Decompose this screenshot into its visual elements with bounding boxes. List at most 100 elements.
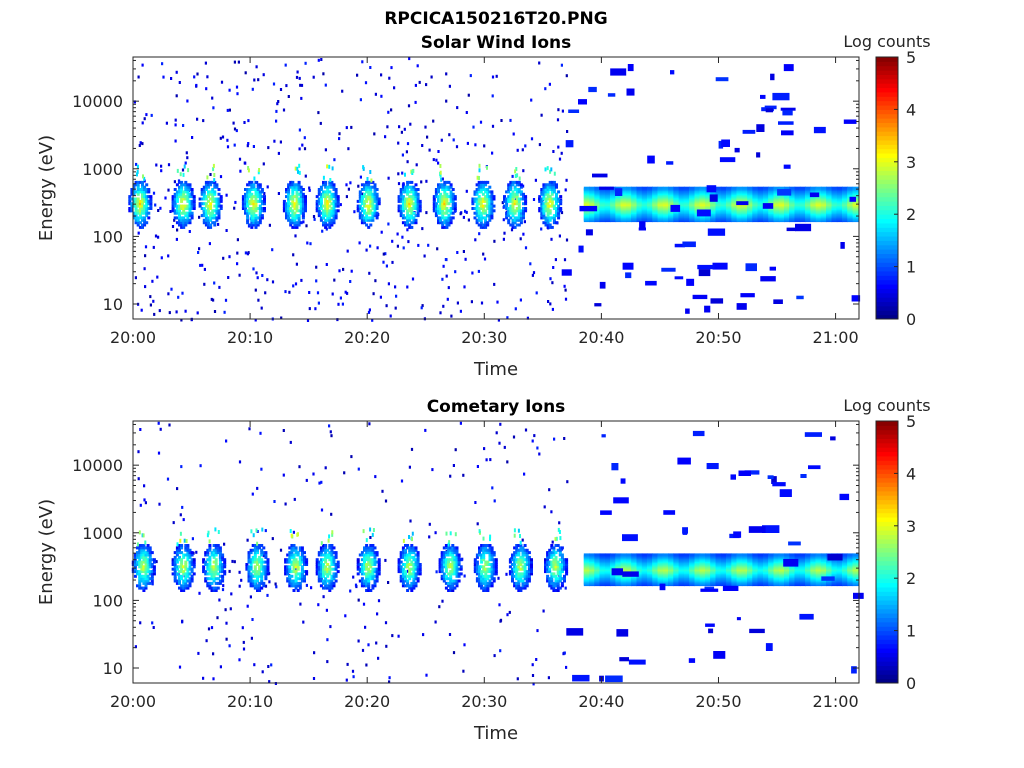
heatmap-cell bbox=[410, 216, 414, 220]
heatmap-cell bbox=[522, 232, 525, 236]
heatmap-cell bbox=[344, 614, 347, 618]
heatmap-cell bbox=[250, 202, 254, 206]
heatmap-cell bbox=[204, 185, 208, 189]
heatmap-cell bbox=[180, 560, 184, 564]
heatmap-cell bbox=[363, 563, 366, 566]
heatmap-cell bbox=[367, 192, 371, 196]
heatmap-cell bbox=[204, 563, 208, 566]
heatmap-cell bbox=[144, 553, 148, 557]
heatmap-cell bbox=[478, 232, 481, 236]
heatmap-cell bbox=[180, 567, 184, 571]
heatmap-cell bbox=[219, 199, 223, 203]
heatmap-cell bbox=[490, 204, 494, 208]
heatmap-cell bbox=[258, 214, 262, 218]
heatmap-cell bbox=[247, 565, 251, 569]
heatmap-cell bbox=[475, 192, 479, 196]
heatmap-cell bbox=[319, 197, 323, 201]
colorbar-segment bbox=[876, 78, 898, 84]
heatmap-cell bbox=[544, 216, 548, 220]
heatmap-cell bbox=[370, 178, 373, 183]
heatmap-cell bbox=[134, 209, 138, 213]
heatmap-cell bbox=[250, 197, 254, 201]
heatmap-cell bbox=[540, 211, 544, 215]
heatmap-cell bbox=[137, 231, 140, 235]
heatmap-cell bbox=[332, 188, 336, 191]
heatmap-cell bbox=[404, 563, 407, 566]
heatmap-cell bbox=[443, 188, 447, 191]
heatmap-cell bbox=[330, 197, 334, 201]
heatmap-cell bbox=[297, 223, 301, 227]
heatmap-cell bbox=[410, 447, 414, 451]
heatmap-cell bbox=[305, 563, 309, 566]
heatmap-cell bbox=[185, 539, 188, 543]
heatmap-cell bbox=[208, 577, 212, 581]
heatmap-cell bbox=[250, 195, 254, 199]
heatmap-cell bbox=[589, 186, 595, 190]
heatmap-cell bbox=[549, 302, 552, 306]
heatmap-cell bbox=[304, 197, 307, 201]
heatmap-cell bbox=[133, 574, 137, 578]
heatmap-cell bbox=[499, 422, 502, 426]
heatmap-cell bbox=[211, 197, 215, 201]
heatmap-cell bbox=[367, 211, 371, 215]
heatmap-cell bbox=[406, 581, 410, 585]
heatmap-cell bbox=[290, 579, 294, 583]
heatmap-cell bbox=[332, 214, 336, 218]
heatmap-cell bbox=[486, 192, 490, 196]
heatmap-cell bbox=[298, 581, 302, 585]
heatmap-cell bbox=[488, 207, 492, 210]
heatmap-cell bbox=[411, 277, 415, 281]
heatmap-cell bbox=[181, 619, 184, 623]
heatmap-cell bbox=[406, 192, 410, 196]
heatmap-cell bbox=[175, 551, 179, 555]
heatmap-cell bbox=[188, 560, 192, 564]
heatmap-cell bbox=[136, 209, 140, 213]
heatmap-cell bbox=[484, 204, 488, 208]
heatmap-cell bbox=[486, 223, 490, 227]
heatmap-cell bbox=[148, 553, 152, 557]
heatmap-cell bbox=[198, 591, 201, 595]
heatmap-cell bbox=[213, 178, 216, 183]
heatmap-cell bbox=[535, 291, 538, 295]
heatmap-cell bbox=[397, 570, 401, 574]
heatmap-cell bbox=[540, 202, 544, 206]
heatmap-cell bbox=[488, 202, 492, 206]
colorbar-segment bbox=[876, 83, 898, 89]
heatmap-cell bbox=[350, 269, 353, 273]
heatmap-cell bbox=[437, 150, 440, 153]
heatmap-cell bbox=[147, 202, 151, 206]
heatmap-cell bbox=[258, 190, 262, 194]
heatmap-cell bbox=[298, 555, 302, 559]
heatmap-cell bbox=[207, 185, 210, 189]
heatmap-cell bbox=[258, 558, 262, 562]
heatmap-cell bbox=[279, 140, 282, 144]
heatmap-cell bbox=[149, 197, 153, 201]
heatmap-cell bbox=[610, 68, 627, 76]
heatmap-cell bbox=[188, 218, 192, 222]
heatmap-cell bbox=[188, 551, 192, 555]
heatmap-cell bbox=[382, 260, 385, 264]
heatmap-cell bbox=[130, 192, 134, 196]
heatmap-cell bbox=[246, 197, 250, 201]
heatmap-cell bbox=[416, 577, 420, 581]
heatmap-cell bbox=[136, 563, 139, 566]
heatmap-cell bbox=[369, 565, 373, 569]
heatmap-cell bbox=[365, 551, 369, 555]
heatmap-cell bbox=[363, 218, 366, 222]
heatmap-cell bbox=[358, 197, 362, 201]
heatmap-cell bbox=[211, 199, 215, 203]
heatmap-cell bbox=[213, 192, 217, 196]
heatmap-cell bbox=[552, 180, 556, 184]
heatmap-cell bbox=[176, 487, 179, 491]
heatmap-cell bbox=[213, 216, 217, 220]
heatmap-cell bbox=[401, 207, 405, 210]
heatmap-cell bbox=[401, 209, 405, 213]
heatmap-cell bbox=[184, 161, 187, 165]
heatmap-cell bbox=[332, 192, 336, 196]
heatmap-cell bbox=[273, 500, 276, 503]
heatmap-cell bbox=[451, 197, 455, 201]
heatmap-cell bbox=[279, 88, 283, 91]
heatmap-cell bbox=[144, 558, 148, 562]
heatmap-cell bbox=[288, 553, 292, 557]
heatmap-cell bbox=[155, 560, 158, 564]
